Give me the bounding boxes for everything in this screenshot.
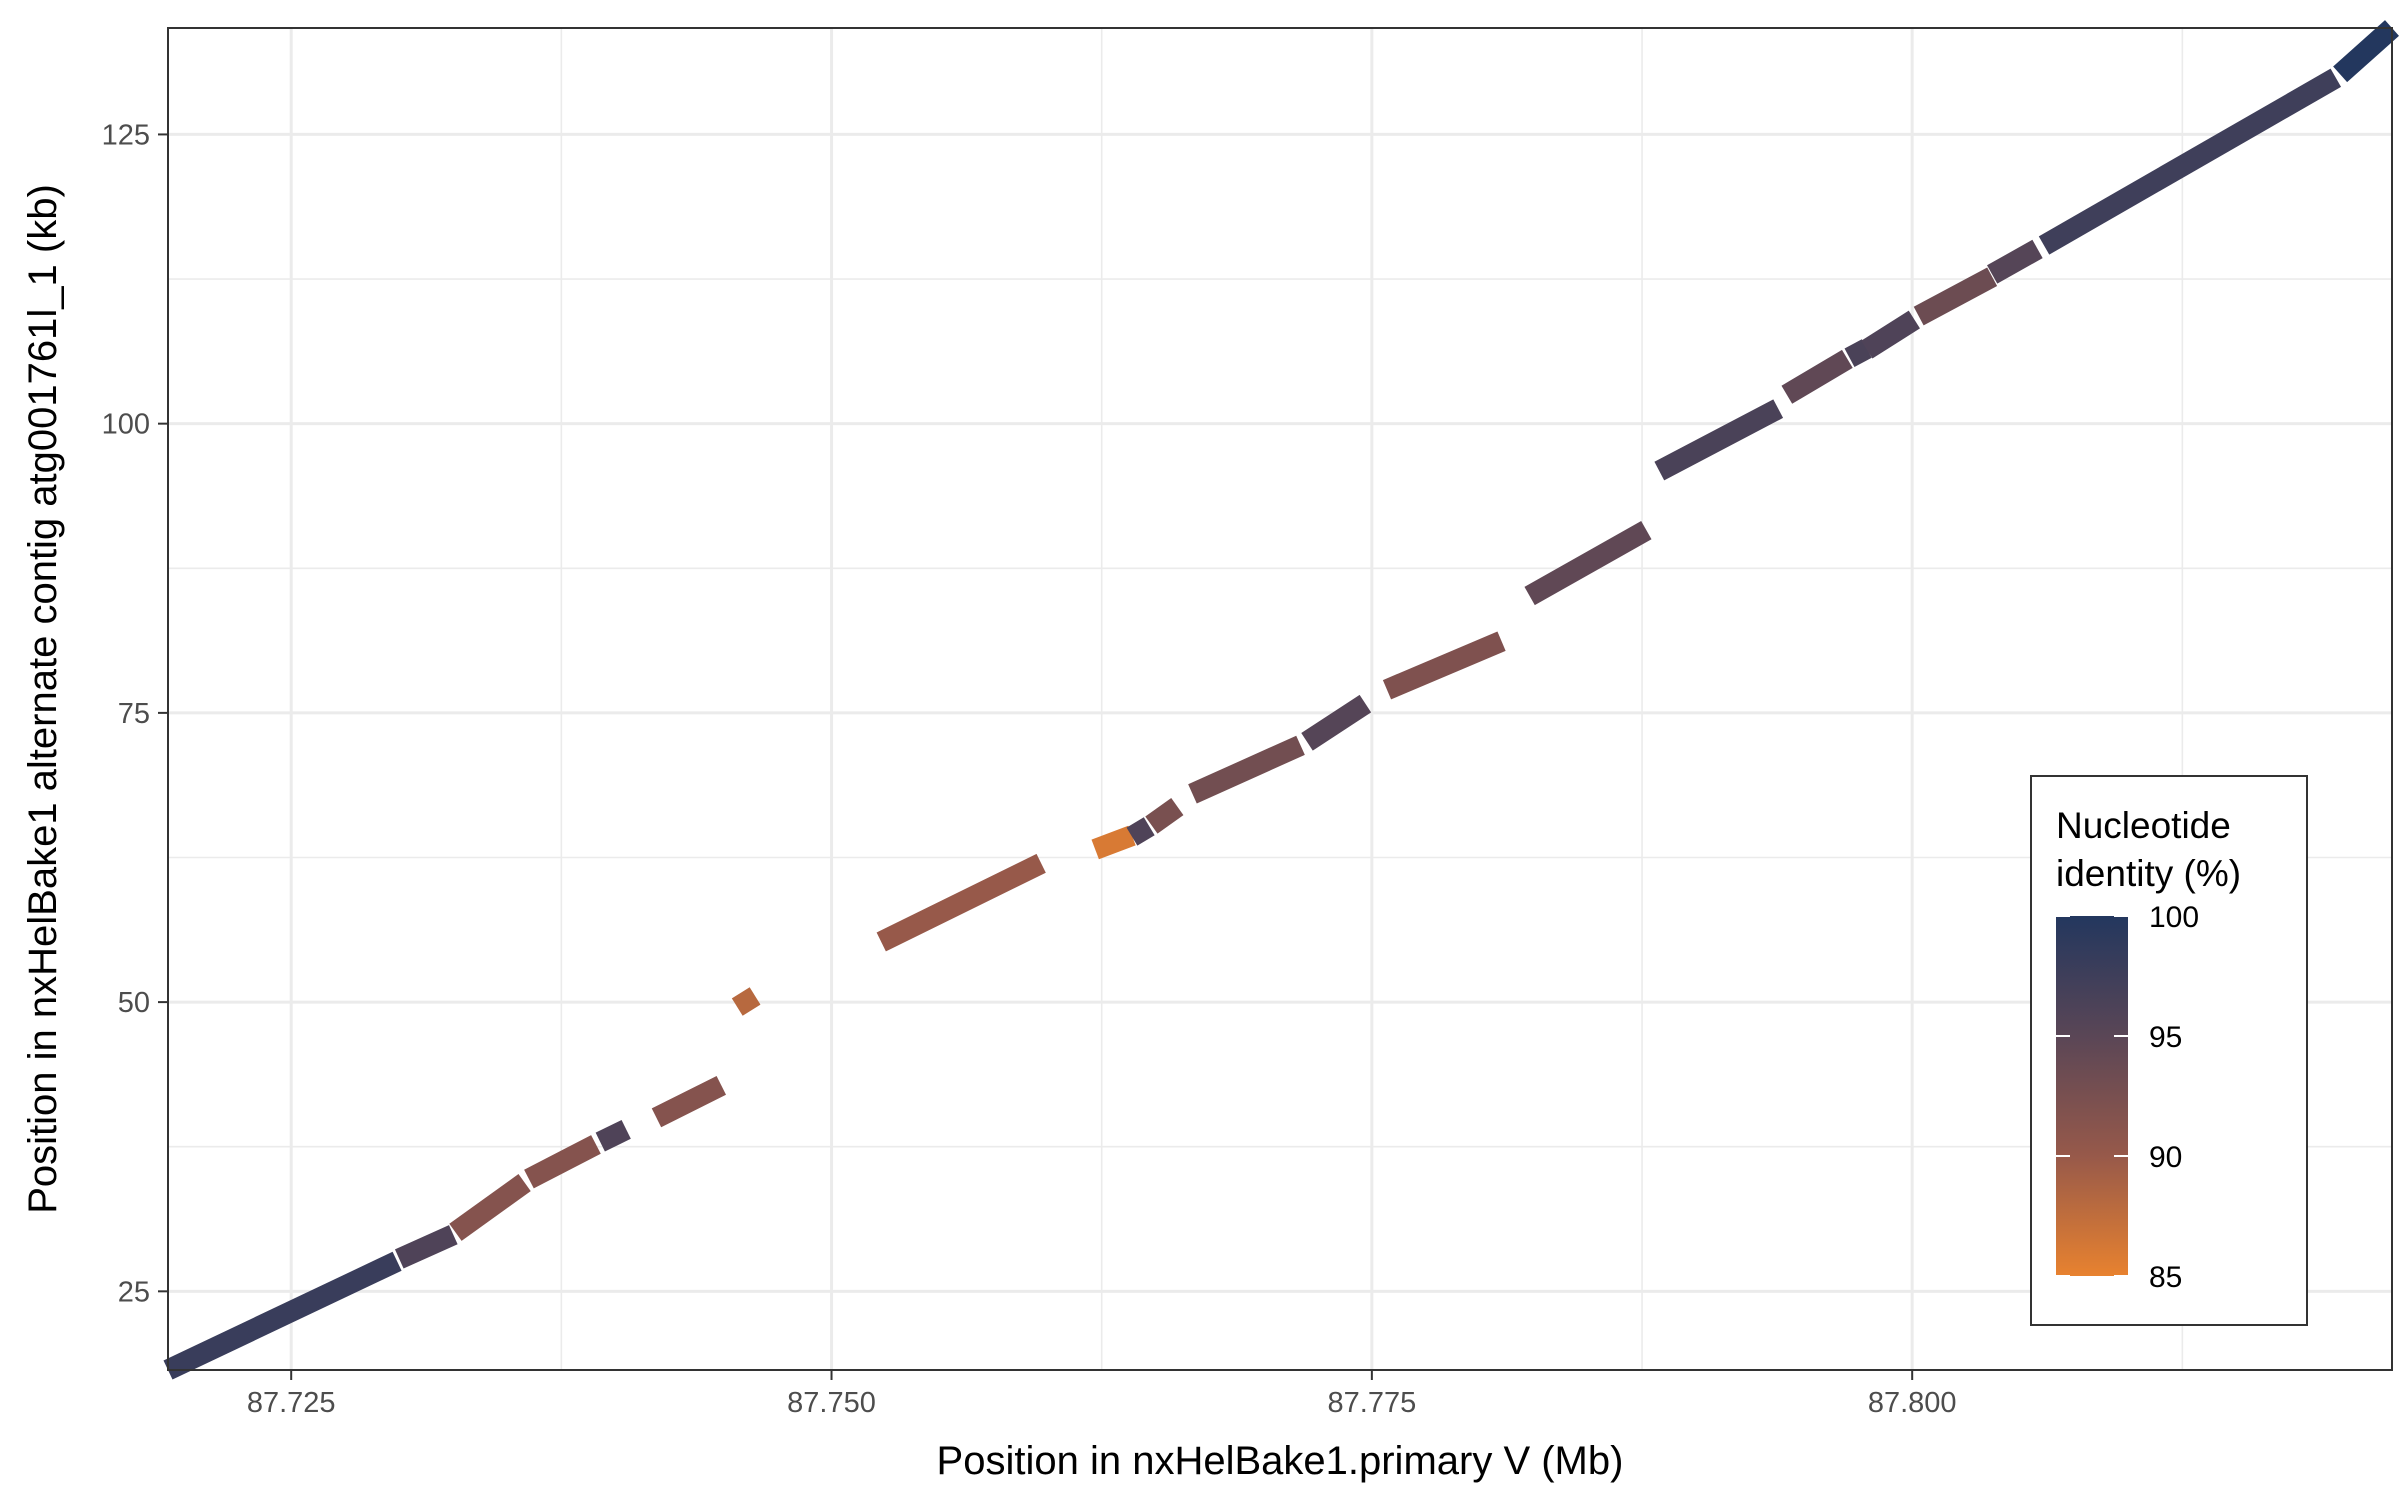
y-tick-label: 75 [118,698,150,730]
axes: 87.725 87.750 87.775 87.800 25 50 75 100 125 [102,119,1957,1419]
legend-label: 85 [2149,1261,2182,1294]
legend-title-line-2: identity (%) [2056,853,2241,894]
alignment-segment-8 [876,853,1046,952]
x-tick-label: 87.800 [1868,1387,1957,1419]
alignment-segment-15 [1524,520,1652,606]
alignment-segment-13 [1301,694,1372,751]
alignment-segment-6 [651,1076,726,1128]
alignment-segment-10 [1126,817,1155,846]
alignment-segment-5 [595,1119,631,1152]
alignment-segment-16 [1654,399,1784,481]
legend-ticks: 100 95 90 85 [2056,901,2199,1294]
x-axis-title: Position in nxHelBake1.primary V (Mb) [937,1439,1624,1483]
y-tick-label: 125 [102,119,150,151]
x-tick-label: 87.725 [247,1387,336,1419]
alignment-segment-11 [1145,798,1184,834]
alignment-segment-19 [1861,310,1920,359]
y-axis-title: Position in nxHelBake1 alternate contig … [21,184,65,1214]
y-tick-label: 25 [118,1276,150,1308]
alignment-segment-2 [394,1225,458,1269]
legend: Nucleotide identity (%) 100 95 90 85 [2030,775,2308,1326]
alignment-segment-20 [1913,267,1998,326]
alignment-segment-1 [163,1251,402,1380]
alignment-segment-4 [524,1135,601,1189]
alignment-segment-3 [449,1174,531,1241]
legend-title-line-1: Nucleotide [2056,805,2231,846]
legend-label: 90 [2149,1141,2182,1174]
y-tick-label: 100 [102,409,150,441]
alignment-segment-21 [1987,239,2043,284]
x-tick-label: 87.775 [1328,1387,1417,1419]
grid-lines [168,28,2392,1370]
alignment-segment-18 [1844,339,1872,367]
legend-label: 100 [2149,901,2199,934]
alignment-segment-23 [2333,20,2399,83]
alignment-segment-9 [1091,825,1136,860]
plot-border [167,27,2393,1371]
legend-label: 95 [2149,1021,2182,1054]
x-tick-label: 87.750 [787,1387,876,1419]
alignment-segment-12 [1188,735,1305,804]
alignment-segment-22 [2038,68,2342,255]
alignment-segment-14 [1382,631,1506,700]
alignment-segment-17 [1781,349,1853,404]
y-tick-label: 50 [118,987,150,1019]
legend-colorbar [2056,916,2128,1276]
alignment-segment-7 [731,987,761,1016]
alignment-segments [163,20,2399,1380]
